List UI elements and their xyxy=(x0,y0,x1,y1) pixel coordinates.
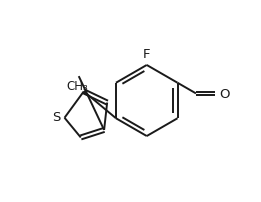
Text: CH₃: CH₃ xyxy=(67,80,88,93)
Text: O: O xyxy=(219,87,229,100)
Text: S: S xyxy=(52,111,61,124)
Text: F: F xyxy=(143,48,151,61)
